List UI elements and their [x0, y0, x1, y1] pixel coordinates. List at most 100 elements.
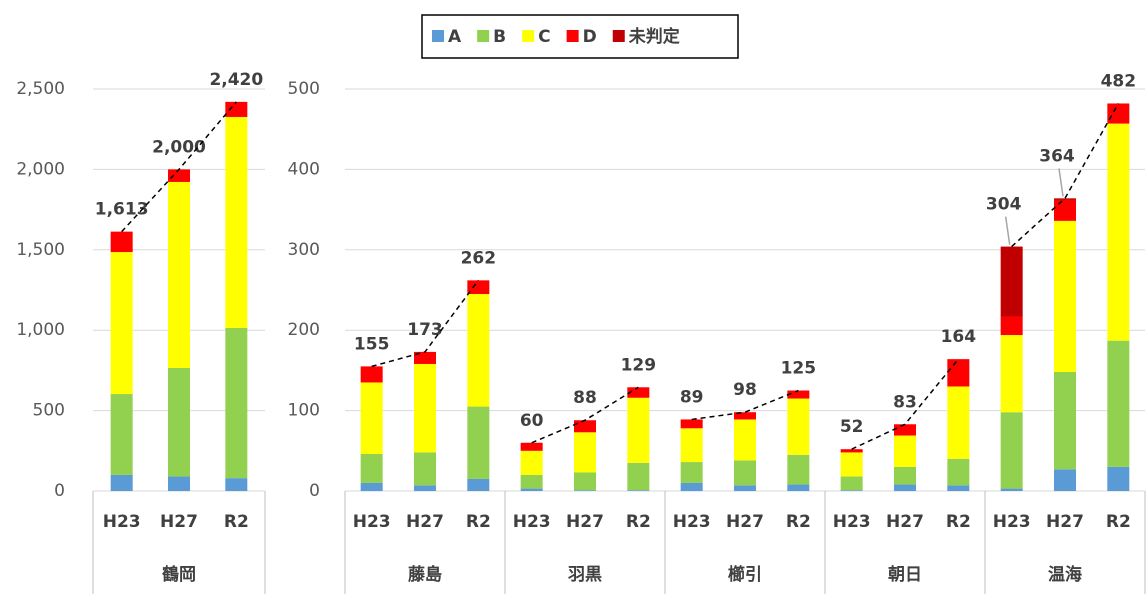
bar-segment	[680, 482, 703, 491]
bar-segment	[520, 474, 543, 489]
x-tick-label: H27	[886, 512, 924, 532]
bar-segment	[110, 231, 133, 253]
bar-segment	[168, 169, 190, 182]
legend-swatch	[566, 30, 579, 42]
bar-segment	[360, 482, 383, 491]
y-tick-label: 2,000	[16, 159, 65, 179]
y-tick-label: 200	[288, 320, 320, 340]
group-label: 温海	[1048, 564, 1082, 585]
legend-swatch	[522, 30, 535, 42]
value-label: 88	[573, 388, 597, 408]
bar-segment	[467, 280, 490, 295]
bar-segment	[734, 412, 756, 420]
x-tick-label: H23	[833, 512, 871, 532]
value-label: 164	[941, 327, 977, 347]
bar-segment	[168, 476, 190, 491]
y-tick-label: 1,500	[16, 240, 65, 260]
total-line	[531, 386, 639, 444]
bar-segment	[414, 363, 436, 453]
x-tick-label: R2	[786, 512, 811, 532]
value-label: 364	[1039, 146, 1075, 166]
value-label: 173	[407, 320, 443, 340]
bar-segment	[840, 476, 863, 491]
x-tick-label: R2	[946, 512, 971, 532]
bar-segment	[947, 485, 970, 491]
value-label: 98	[733, 380, 757, 400]
legend-swatch	[477, 30, 490, 42]
bar-segment	[627, 490, 650, 491]
bar-segment	[360, 366, 383, 383]
bar-segment	[1054, 199, 1076, 221]
bar-segment	[894, 435, 916, 467]
legend-label: 未判定	[628, 26, 680, 47]
x-tick-label: H27	[406, 512, 444, 532]
y-tick-label: 400	[288, 159, 320, 179]
x-tick-label: H27	[1046, 512, 1084, 532]
y-tick-label: 300	[288, 240, 320, 260]
value-label: 482	[1101, 71, 1137, 91]
leader-line	[1004, 216, 1011, 245]
bar-segment	[680, 462, 703, 483]
bar-segment	[627, 397, 650, 463]
bar-segment	[947, 386, 970, 459]
bar-segment	[1107, 466, 1130, 491]
group-label: 藤島	[408, 564, 442, 585]
bar-segment	[168, 367, 190, 477]
bar-segment	[168, 181, 190, 368]
bar-segment	[840, 490, 863, 491]
bar-segment	[627, 387, 650, 398]
group-label: 櫛引	[728, 564, 762, 585]
bar-segment	[414, 485, 436, 491]
bar-segment	[360, 382, 383, 455]
legend-box	[421, 14, 739, 59]
bar-segment	[1000, 412, 1023, 489]
total-line	[851, 358, 959, 450]
y-tick-label: 0	[54, 481, 65, 501]
bar-segment	[680, 428, 703, 463]
total-line	[691, 389, 799, 421]
bar-segment	[1054, 220, 1076, 373]
bar-segment	[787, 390, 810, 399]
y-tick-label: 500	[288, 79, 320, 99]
legend-label: B	[493, 27, 506, 47]
bar-segment	[734, 485, 756, 491]
x-tick-label: R2	[466, 512, 491, 532]
group-label: 朝日	[888, 564, 922, 585]
value-label: 60	[520, 411, 544, 431]
bar-segment	[520, 488, 543, 491]
bar-segment	[414, 452, 436, 486]
bar-segment	[1107, 340, 1130, 467]
bar-segment	[225, 327, 248, 479]
bar-segment	[414, 351, 436, 364]
x-tick-label: R2	[626, 512, 651, 532]
leader-line	[1058, 168, 1064, 197]
bar-segment	[840, 449, 863, 453]
x-tick-label: H23	[513, 512, 551, 532]
total-line	[121, 101, 237, 233]
bar-segment	[225, 116, 248, 328]
value-label: 89	[680, 387, 704, 407]
bar-segment	[1000, 316, 1023, 336]
bar-segment	[574, 420, 596, 433]
bar-segment	[1054, 198, 1076, 200]
value-label: 2,000	[152, 137, 206, 157]
x-tick-label: R2	[1106, 512, 1131, 532]
group-label: 羽黒	[568, 565, 602, 585]
y-tick-label: 2,500	[16, 79, 65, 99]
bar-segment	[110, 394, 133, 475]
bar-segment	[734, 460, 756, 486]
x-tick-label: H23	[103, 512, 141, 532]
bar-segment	[467, 294, 490, 407]
y-tick-label: 0	[309, 481, 320, 501]
bar-segment	[520, 450, 543, 475]
bar-segment	[1107, 103, 1130, 124]
bar-segment	[360, 454, 383, 483]
value-label: 155	[354, 334, 390, 354]
bar-segment	[787, 484, 810, 491]
legend-label: A	[448, 27, 462, 47]
bar-segment	[947, 458, 970, 486]
bar-segment	[840, 452, 863, 477]
legend-swatch	[612, 30, 625, 42]
total-line	[1011, 103, 1119, 248]
x-tick-label: R2	[224, 512, 249, 532]
